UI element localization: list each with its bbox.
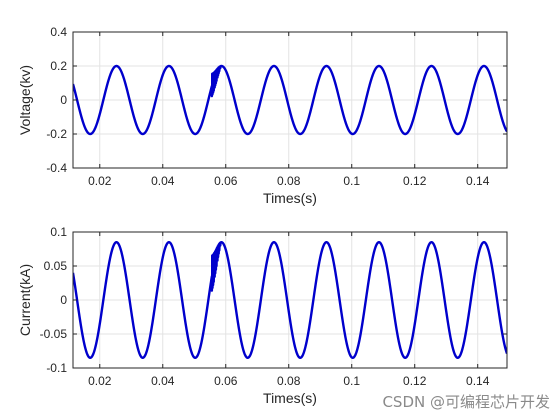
y-tick-label: -0.1	[46, 361, 67, 375]
x-tick-label: 0.08	[277, 174, 301, 188]
y-tick-label: -0.4	[46, 161, 67, 175]
x-tick-label: 0.1	[343, 174, 360, 188]
y-tick-label: 0	[60, 93, 67, 107]
voltage-x-axis-label: Times(s)	[263, 190, 317, 206]
current-x-axis-label: Times(s)	[263, 390, 317, 406]
x-tick-label: 0.12	[403, 174, 427, 188]
x-tick-label: 0.08	[277, 374, 301, 388]
x-tick-label: 0.02	[88, 174, 112, 188]
x-tick-label: 0.06	[214, 374, 238, 388]
voltage-y-axis-label: Voltage(kv)	[17, 65, 33, 135]
y-tick-label: -0.2	[46, 127, 67, 141]
x-tick-label: 0.04	[151, 174, 175, 188]
current-plot: 0.02 0.04 0.06 0.08 0.1 0.12 0.14 -0.1 -0.05 0 0.0…	[17, 225, 508, 406]
y-tick-label: -0.05	[40, 327, 68, 341]
voltage-plot: 0.02 0.04 0.06 0.08 0.1 0.12 0.14 -0.4 -0.2 0 0.2 0…	[17, 25, 508, 206]
x-tick-label: 0.1	[343, 374, 360, 388]
y-tick-label: 0.1	[50, 225, 67, 239]
x-tick-label: 0.12	[403, 374, 427, 388]
x-tick-label: 0.04	[151, 374, 175, 388]
x-tick-label: 0.06	[214, 174, 238, 188]
x-tick-label: 0.14	[466, 174, 490, 188]
current-y-axis-label: Current(kA)	[17, 264, 33, 336]
current-series-line	[73, 240, 507, 359]
x-tick-label: 0.14	[466, 374, 490, 388]
y-tick-label: 0.2	[50, 59, 67, 73]
voltage-series-line	[73, 64, 507, 136]
y-tick-label: 0.05	[44, 259, 68, 273]
watermark: CSDN @可编程芯片开发	[382, 393, 550, 411]
x-tick-label: 0.02	[88, 374, 112, 388]
y-tick-label: 0	[60, 293, 67, 307]
y-tick-label: 0.4	[50, 25, 67, 39]
